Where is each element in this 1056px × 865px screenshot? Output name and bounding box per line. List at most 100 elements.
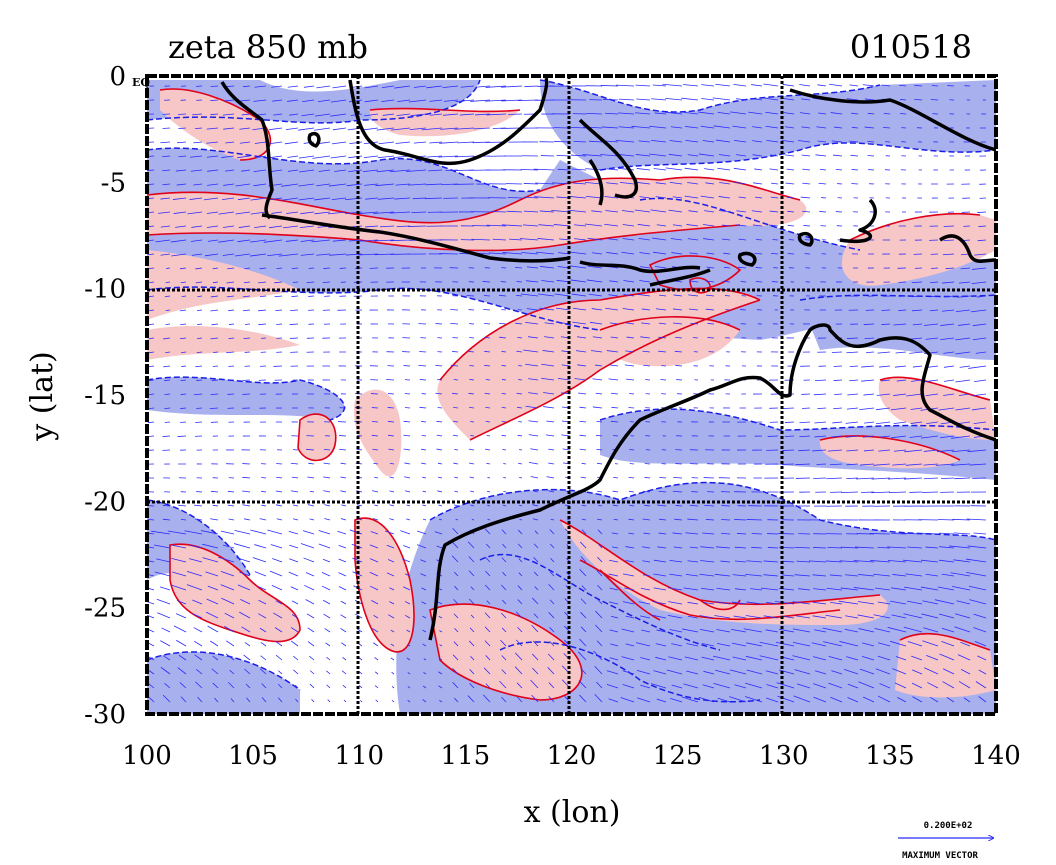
- wind-vector: [814, 670, 827, 675]
- wind-vector: [488, 252, 507, 255]
- wind-vector: [239, 571, 251, 577]
- wind-vector: [924, 667, 939, 675]
- wind-vector: [345, 253, 363, 256]
- wind-vector: [905, 573, 923, 577]
- wind-vector: [224, 169, 235, 172]
- negative-contour: [147, 651, 301, 691]
- wind-vector: [304, 584, 315, 591]
- wind-vector: [802, 182, 811, 185]
- wind-vector: [340, 462, 347, 465]
- negative-contour: [479, 553, 721, 651]
- x-axis-label: x (lon): [524, 795, 621, 830]
- wind-vector: [864, 126, 875, 129]
- wind-vector: [608, 573, 619, 577]
- wind-vector: [595, 610, 603, 619]
- wind-vector: [978, 696, 987, 703]
- wind-vector: [157, 612, 171, 619]
- wind-vector: [501, 599, 507, 605]
- wind-vector: [358, 643, 363, 647]
- wind-vector: [672, 490, 683, 493]
- wind-vector: [517, 434, 523, 437]
- wind-vector: [622, 308, 635, 311]
- wind-vector: [453, 613, 459, 619]
- positive-vorticity-regions: [147, 89, 996, 700]
- wind-vector: [609, 280, 619, 283]
- wind-vector: [684, 167, 699, 171]
- wind-vector: [400, 530, 411, 535]
- wind-vector: [420, 448, 427, 451]
- wind-vector: [242, 295, 251, 298]
- wind-vector: [202, 543, 219, 549]
- wind-vector: [800, 112, 811, 115]
- wind-vector: [966, 572, 987, 577]
- wind-vector: [698, 696, 715, 703]
- wind-vector: [163, 365, 171, 368]
- wind-vector: [425, 183, 443, 186]
- wind-vector: [611, 546, 619, 549]
- wind-vector: [517, 599, 523, 605]
- wind-vector: [374, 504, 379, 507]
- wind-vector: [209, 407, 219, 409]
- wind-vector: [958, 281, 971, 284]
- wind-vector: [534, 196, 555, 199]
- wind-vector: [212, 655, 219, 661]
- wind-vector: [473, 127, 491, 130]
- wind-vector: [631, 125, 651, 129]
- wind-vector: [180, 379, 187, 382]
- wind-vector: [827, 546, 843, 549]
- wind-vector: [685, 573, 699, 577]
- wind-vector: [406, 629, 411, 633]
- wind-vector: [566, 571, 571, 577]
- wind-vector: [147, 614, 155, 619]
- wind-vector: [487, 504, 491, 507]
- wind-vector: [275, 654, 283, 661]
- y-axis-label: y (lat): [25, 351, 60, 441]
- wind-vector: [342, 684, 347, 689]
- wind-vector: [548, 612, 555, 619]
- wind-vector: [373, 211, 395, 214]
- wind-vector: [286, 127, 299, 131]
- wind-vector: [649, 125, 667, 129]
- wind-vector: [506, 210, 523, 213]
- wind-vector: [259, 627, 267, 633]
- positive-region: [147, 250, 300, 320]
- wind-vector: [688, 615, 699, 619]
- wind-vector: [532, 667, 539, 675]
- wind-vector: [816, 463, 827, 465]
- negative-contour: [499, 641, 761, 703]
- wind-vector: [750, 588, 763, 591]
- wind-vector: [701, 98, 715, 101]
- wind-vector: [689, 546, 699, 549]
- wind-vector: [395, 141, 411, 144]
- wind-vector: [957, 654, 971, 661]
- wind-vector: [930, 281, 939, 284]
- wind-vector: [356, 504, 363, 507]
- wind-vector: [682, 628, 699, 633]
- wind-vector: [911, 281, 923, 284]
- wind-vector: [293, 669, 299, 675]
- wind-vector: [191, 253, 203, 256]
- wind-vector: [862, 656, 875, 661]
- wind-vector: [942, 281, 955, 284]
- wind-vector: [291, 295, 299, 297]
- wind-vector: [156, 558, 171, 563]
- wind-vector: [454, 448, 459, 451]
- wind-vector: [245, 323, 251, 325]
- wind-vector: [798, 588, 811, 591]
- wind-vector: [644, 504, 651, 507]
- wind-vector: [579, 448, 587, 451]
- wind-vector: [515, 611, 523, 619]
- wind-vector: [715, 139, 731, 143]
- wind-vector: [437, 407, 443, 409]
- wind-vector: [548, 583, 555, 591]
- wind-vector: [596, 681, 603, 689]
- wind-vector: [654, 112, 667, 115]
- wind-vector: [637, 697, 651, 703]
- wind-vector: [888, 477, 907, 480]
- wind-vector: [851, 112, 859, 115]
- wind-vector: [829, 463, 843, 466]
- wind-vector: [586, 279, 603, 283]
- wind-vector: [655, 656, 667, 661]
- wind-vector: [180, 518, 187, 521]
- wind-vector: [492, 238, 507, 241]
